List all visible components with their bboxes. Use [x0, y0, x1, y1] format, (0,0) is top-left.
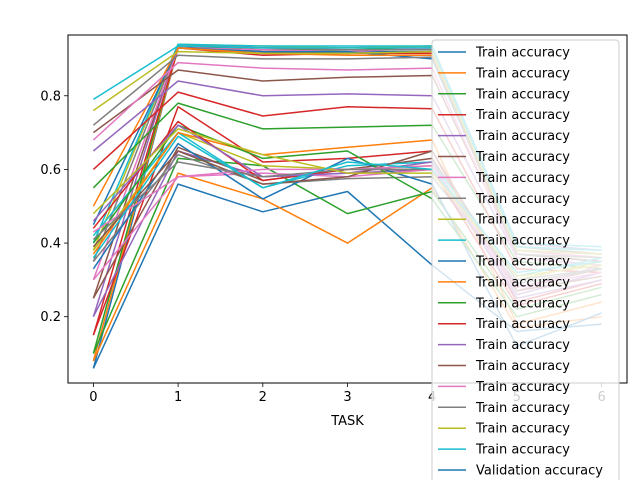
x-axis-label: TASK — [330, 414, 364, 429]
legend-entry-label: Train accuracy — [475, 87, 570, 102]
legend-entry-label: Train accuracy — [475, 234, 570, 249]
legend-entry-label: Train accuracy — [475, 192, 570, 207]
legend-entry-label: Train accuracy — [475, 296, 570, 311]
legend-entry-label: Train accuracy — [475, 359, 570, 374]
legend: Train accuracy Train accuracy Train accura… — [431, 39, 620, 480]
legend-entry-label: Validation accuracy — [476, 464, 603, 479]
legend-entry-label: Train accuracy — [475, 338, 570, 353]
legend-entry-label: Train accuracy — [475, 401, 570, 416]
legend-entry-label: Train accuracy — [475, 380, 570, 395]
legend-entry-label: Train accuracy — [475, 46, 570, 61]
y-tick-label: 0.6 — [40, 163, 61, 178]
legend-entry-label: Train accuracy — [475, 443, 570, 458]
y-tick-label: 0.4 — [40, 237, 61, 252]
legend-entry-label: Train accuracy — [475, 129, 570, 144]
legend-entry-label: Train accuracy — [475, 66, 570, 81]
legend-entry-label: Train accuracy — [475, 171, 570, 186]
legend-entry-label: Train accuracy — [475, 108, 570, 123]
y-axis-ticks: 0.2 0.4 0.6 0.8 — [40, 89, 68, 325]
legend-entry-label: Train accuracy — [475, 213, 570, 228]
legend-entry-label: Train accuracy — [475, 275, 570, 290]
x-tick-label: 1 — [174, 390, 182, 405]
y-tick-label: 0.8 — [40, 89, 61, 104]
legend-entry-label: Train accuracy — [475, 422, 570, 437]
x-tick-label: 3 — [343, 390, 351, 405]
x-tick-label: 2 — [259, 390, 267, 405]
legend-box — [431, 39, 620, 480]
x-tick-label: 0 — [89, 390, 97, 405]
legend-entry-label: Train accuracy — [475, 150, 570, 165]
y-tick-label: 0.2 — [40, 310, 61, 325]
legend-entry-label: Train accuracy — [475, 255, 570, 270]
legend-entry-label: Train accuracy — [475, 317, 570, 332]
